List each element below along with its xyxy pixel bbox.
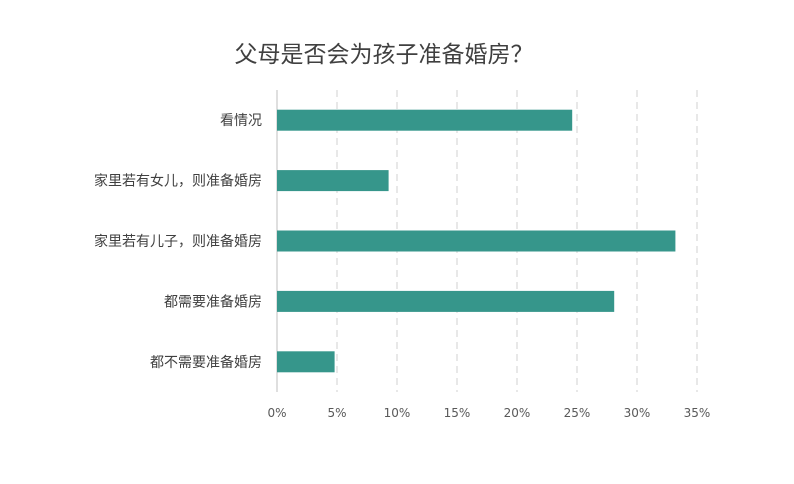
x-tick-label: 35%	[684, 406, 711, 420]
category-label: 家里若有女儿，则准备婚房	[94, 173, 262, 190]
x-tick-label: 30%	[624, 406, 651, 420]
bar	[277, 290, 615, 312]
x-tick-labels: 0% 5% 10% 15% 20% 25% 30% 35%	[267, 406, 710, 420]
bar	[277, 109, 573, 131]
x-tick-label: 20%	[504, 406, 531, 420]
category-label: 家里若有儿子，则准备婚房	[94, 233, 262, 250]
chart-title: 父母是否会为孩子准备婚房？	[235, 42, 534, 68]
x-tick-label: 5%	[327, 406, 346, 420]
category-label: 都不需要准备婚房	[150, 354, 262, 371]
bars	[277, 109, 676, 373]
bar	[277, 351, 335, 373]
x-tick-label: 0%	[267, 406, 286, 420]
x-tick-label: 25%	[564, 406, 591, 420]
bar	[277, 170, 389, 192]
x-tick-label: 15%	[444, 406, 471, 420]
category-label: 看情况	[220, 113, 262, 129]
category-labels: 看情况家里若有女儿，则准备婚房家里若有儿子，则准备婚房都需要准备婚房都不需要准备…	[94, 113, 262, 371]
bar	[277, 230, 676, 252]
category-label: 都需要准备婚房	[164, 293, 262, 310]
x-tick-label: 10%	[384, 406, 411, 420]
